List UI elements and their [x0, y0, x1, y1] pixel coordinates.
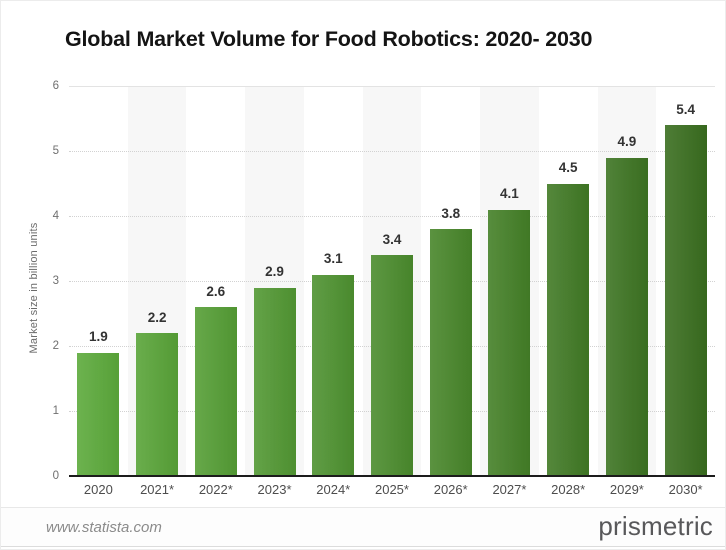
bar-2028 — [547, 183, 590, 476]
x-tick-label: 2021* — [140, 482, 175, 497]
gridline — [69, 86, 715, 87]
bar-2026 — [429, 229, 472, 476]
x-tick-label: 2029* — [609, 482, 644, 497]
chart-column: 4.9 — [598, 86, 657, 476]
x-tick-label: 2030* — [668, 482, 703, 497]
bar-value-label: 2.6 — [206, 283, 226, 299]
y-axis: 0 1 2 3 4 5 6 — [35, 80, 59, 481]
y-tick-label: 0 — [52, 469, 59, 482]
brand-logo: prismetric — [598, 511, 713, 541]
y-tick-label: 6 — [52, 79, 59, 92]
x-axis-baseline — [69, 475, 715, 477]
bar-value-label: 4.1 — [500, 186, 519, 201]
bar-2020 — [77, 352, 120, 476]
x-tick-label: 2024* — [316, 482, 351, 497]
bar-value-label: 1.9 — [88, 329, 108, 344]
y-tick-label: 3 — [52, 274, 59, 287]
chart-column: 3.4 — [363, 86, 422, 476]
bar-value-label: 5.4 — [676, 101, 696, 117]
x-tick-label: 2026* — [433, 482, 468, 497]
bar-value-label: 2.2 — [147, 309, 167, 325]
bar-2022 — [194, 307, 237, 476]
chart-column: 2.2 — [128, 86, 187, 476]
bar-2029 — [605, 157, 648, 476]
bar-2021 — [136, 333, 179, 476]
y-tick-label: 5 — [52, 144, 59, 157]
bar-2027 — [488, 209, 531, 476]
bar-2023 — [253, 287, 296, 476]
x-tick-label: 2023* — [257, 482, 292, 497]
x-tick-label: 2022* — [198, 482, 233, 497]
bar-2030 — [664, 125, 707, 476]
x-tick-label: 2020 — [83, 482, 113, 497]
chart-title: Global Market Volume for Food Robotics: … — [65, 27, 593, 51]
x-axis: 2020 2021* 2022* 2023* 2024* 2025* 2026* 2027* 2… — [69, 482, 715, 500]
bar-2024 — [312, 274, 355, 476]
bar-value-label: 4.9 — [617, 134, 637, 149]
y-tick-label: 2 — [52, 339, 59, 352]
y-tick-label: 1 — [52, 404, 59, 417]
gridline — [69, 216, 715, 217]
chart-column: 3.8 — [421, 86, 480, 476]
bar-value-label: 3.1 — [323, 251, 343, 266]
chart-column: 3.1 — [304, 86, 363, 476]
chart-column: 5.4 — [656, 86, 715, 476]
y-tick-label: 4 — [52, 209, 59, 222]
gridline — [69, 151, 715, 152]
bar-value-label: 3.4 — [382, 231, 402, 247]
x-tick-label: 2028* — [551, 482, 586, 497]
chart-column: 1.9 — [69, 86, 128, 476]
bar-value-label: 4.5 — [558, 160, 578, 175]
bar-value-label: 2.9 — [265, 264, 284, 279]
plot-area: 1.9 2.2 2.6 2.9 3.1 3.4 3.8 4.1 4.5 4.9 5.4 — [69, 86, 715, 477]
x-tick-label: 2027* — [492, 482, 527, 497]
chart-column: 4.1 — [480, 86, 539, 476]
bar-value-label: 3.8 — [441, 205, 461, 221]
chart-column: 2.6 — [186, 86, 245, 476]
chart-column: 2.9 — [245, 86, 304, 476]
chart-column: 4.5 — [539, 86, 598, 476]
source-text: www.statista.com — [46, 519, 162, 536]
x-tick-label: 2025* — [374, 482, 409, 497]
footer-bar: www.statista.com prismetric — [1, 507, 725, 547]
bar-2025 — [370, 255, 413, 476]
